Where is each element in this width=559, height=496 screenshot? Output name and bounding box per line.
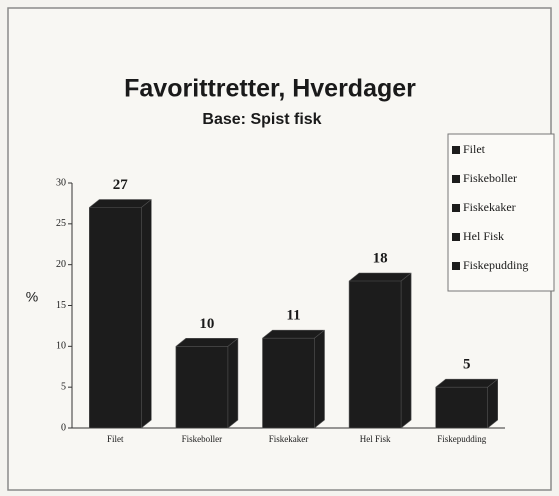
bar xyxy=(262,329,325,429)
bar xyxy=(435,378,498,429)
x-tick-label: Fiskekaker xyxy=(269,434,309,444)
legend-box xyxy=(447,133,555,292)
x-tick-label: Filet xyxy=(107,434,124,444)
y-tick-label: 30 xyxy=(56,177,66,188)
value-label: 10 xyxy=(199,316,214,332)
y-tick-label: 5 xyxy=(61,381,66,392)
legend-swatch xyxy=(452,146,460,154)
x-tick-label: Hel Fisk xyxy=(360,434,391,444)
y-tick-label: 15 xyxy=(56,300,66,311)
legend-label: Filet xyxy=(463,142,486,156)
legend-label: Fiskeboller xyxy=(463,171,517,185)
y-tick-label: 20 xyxy=(56,259,66,270)
x-tick-label: Fiskeboller xyxy=(182,434,223,444)
bar xyxy=(348,272,412,429)
bar xyxy=(175,338,239,429)
value-label: 11 xyxy=(286,308,300,324)
legend-swatch xyxy=(452,175,460,183)
legend-label: Fiskekaker xyxy=(463,200,516,214)
value-label: 18 xyxy=(373,250,388,266)
bar xyxy=(89,199,152,429)
legend-swatch xyxy=(452,204,460,212)
legend-swatch xyxy=(452,233,460,241)
y-tick-label: 25 xyxy=(56,218,66,229)
y-axis-label: % xyxy=(26,289,38,305)
x-tick-label: Fiskepudding xyxy=(437,434,487,444)
legend-swatch xyxy=(452,262,460,270)
chart-subtitle: Base: Spist fisk xyxy=(202,111,321,128)
legend-label: Fiskepudding xyxy=(463,258,528,272)
value-label: 5 xyxy=(463,357,471,373)
chart-title: Favorittretter, Hverdager xyxy=(124,75,416,103)
value-label: 27 xyxy=(113,177,129,193)
y-tick-label: 0 xyxy=(61,422,66,433)
y-tick-label: 10 xyxy=(56,341,66,352)
legend-label: Hel Fisk xyxy=(463,229,504,243)
